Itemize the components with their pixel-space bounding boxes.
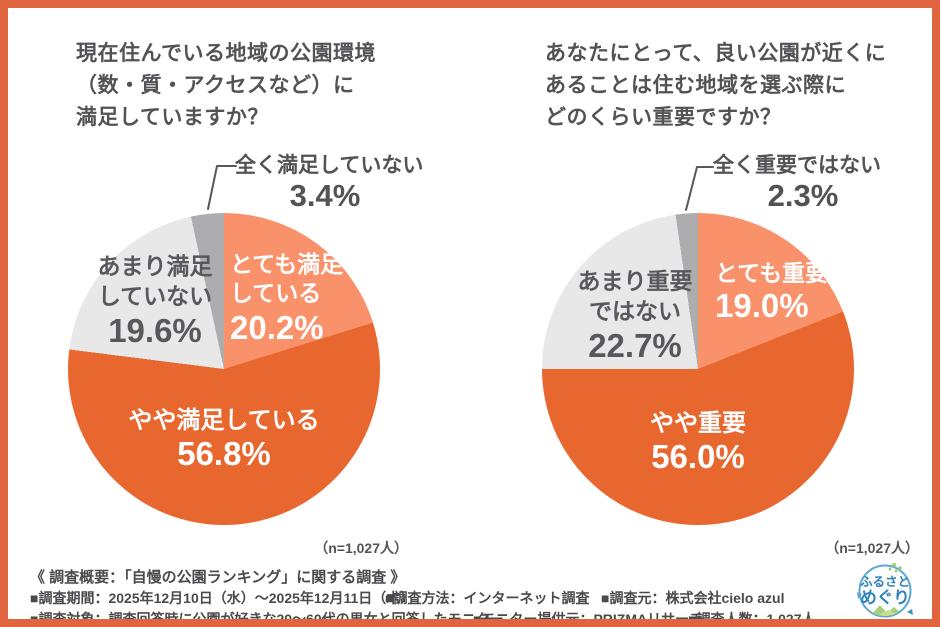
slice-value: 19.0% — [715, 287, 809, 324]
slice-label-not-very-important: あまり重要 ではない 22.7% — [544, 266, 726, 364]
logo-arrowhead-right — [907, 609, 913, 615]
callout-label-satisfaction: 全く満足していない — [235, 154, 424, 177]
slice-label-very-important: とても重要 19.0% — [715, 260, 828, 324]
title-line: どのくらい重要ですか？ — [545, 106, 782, 129]
logo-circle — [858, 564, 912, 618]
title-line: 満足していますか？ — [76, 106, 269, 129]
survey-monitor-source: ■モニター提供元：PRIZMAリサーチ — [473, 611, 704, 627]
slice-label-line: している — [230, 280, 322, 306]
furusato-meguri-logo: ふるさと めぐり — [857, 563, 913, 618]
pie-chart-importance — [542, 213, 854, 525]
slice-value: 56.0% — [651, 438, 745, 475]
slice-value: 56.8% — [177, 435, 271, 472]
survey-source: ■調査元：株式会社cielo azul — [601, 590, 785, 606]
callout-line-left — [207, 165, 237, 210]
title-line: あることは住む地域を選ぶ際に — [545, 74, 846, 97]
slice-value: 19.6% — [108, 312, 202, 349]
survey-sample-size: ■調査人数：1,027人 — [688, 611, 816, 627]
survey-target: ■調査対象：調査回答時に公園が好きな20〜60代の男女と回答したモニター — [30, 611, 504, 627]
slice-label-somewhat-important: やや重要 56.0% — [528, 411, 868, 475]
survey-period: ■調査期間：2025年12月10日（水）〜2025年12月11日（木） — [30, 590, 415, 606]
logo-text-line1: ふるさと — [860, 575, 910, 589]
callout-label-importance: 全く重要ではない — [713, 154, 881, 177]
slice-label-line: やや重要 — [650, 410, 746, 437]
slice-value: 20.2% — [230, 309, 324, 346]
slice-label-not-very-satisfied: あまり満足 していない 19.6% — [64, 251, 246, 349]
slice-label-line: ではない — [589, 298, 681, 324]
slice-label-line: していない — [97, 283, 213, 309]
slice-label-line: あまり重要 — [577, 268, 693, 294]
logo-leaves — [888, 563, 902, 573]
slice-label-line: あまり満足 — [97, 253, 213, 279]
slice-label-somewhat-satisfied: やや満足している 56.8% — [54, 408, 394, 472]
slice-label-line: やや満足している — [128, 407, 320, 434]
sample-size-label-right: （n=1,027人） — [825, 540, 919, 556]
pie-chart-satisfaction — [68, 213, 380, 525]
slice-value: 22.7% — [588, 327, 682, 364]
sample-size-label-left: （n=1,027人） — [314, 540, 408, 556]
callout-line-right — [685, 166, 714, 211]
callout-value-importance: 2.3% — [767, 178, 839, 213]
survey-overview-heading: 《 調査概要：「自慢の公園ランキング」に関する調査 》 — [30, 569, 406, 586]
title-line: 現在住んでいる地域の公園環境 — [76, 42, 376, 65]
callout-value-satisfaction: 3.4% — [289, 178, 361, 213]
slice-label-line: とても重要 — [715, 260, 829, 286]
logo-text-line2: めぐり — [860, 588, 910, 607]
title-line: あなたにとって、良い公園が近くに — [545, 42, 887, 65]
chart-title-importance: あなたにとって、良い公園が近くに あることは住む地域を選ぶ際に どのくらい重要で… — [545, 38, 932, 134]
title-line: （数・質・アクセスなど）に — [76, 74, 355, 97]
slice-label-line: とても満足 — [230, 251, 344, 277]
slice-label-very-satisfied: とても満足 している 20.2% — [230, 250, 343, 346]
logo-arrowhead-left — [857, 592, 862, 599]
chart-title-satisfaction: 現在住んでいる地域の公園環境 （数・質・アクセスなど）に 満足していますか？ — [76, 38, 496, 134]
survey-method: ■調査方法：インターネット調査 — [385, 590, 590, 606]
